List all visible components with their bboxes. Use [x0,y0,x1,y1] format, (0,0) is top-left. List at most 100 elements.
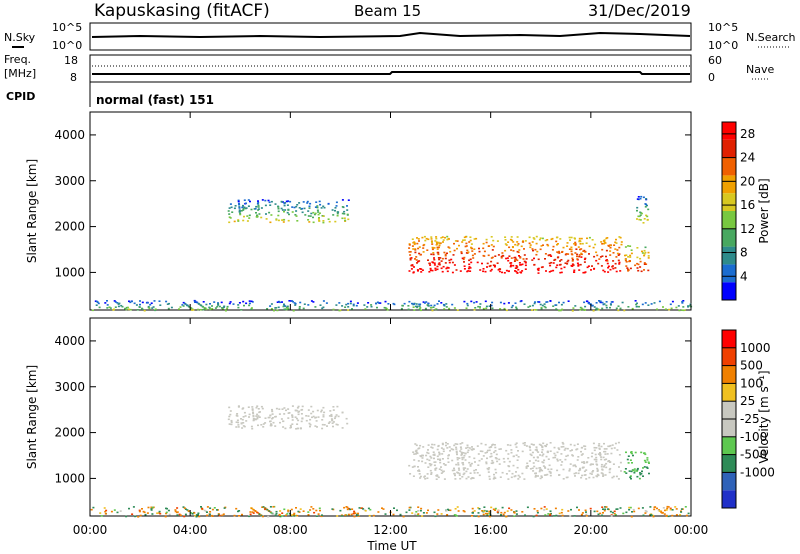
heatmap-cell [507,478,510,480]
heatmap-cell [600,456,603,458]
heatmap-cell [429,267,432,270]
heatmap-cell [537,460,540,462]
heatmap-cell [561,251,563,253]
heatmap-cell [362,508,365,510]
heatmap-cell [541,304,544,307]
heatmap-cell [535,235,538,238]
heatmap-cell [461,456,464,459]
heatmap-cell [524,268,527,270]
heatmap-cell [550,270,553,272]
x-tick-label: 08:00 [273,523,308,537]
heatmap-cell [635,305,638,308]
heatmap-cell [528,242,531,245]
heatmap-cell [295,215,298,217]
heatmap-cell [291,423,294,425]
heatmap-cell [309,423,312,426]
heatmap-cell [135,304,138,306]
colorbar-frame [721,121,737,301]
heatmap-cell [403,302,406,305]
heatmap-cell [627,462,630,464]
heatmap-cell [511,304,514,307]
heatmap-cell [534,449,537,451]
heatmap-cell [488,515,491,518]
heatmap-cell [306,200,309,203]
heatmap-cell [182,301,185,304]
heatmap-cell [469,472,472,474]
heatmap-cell [501,471,504,474]
heatmap-cell [516,241,519,243]
heatmap-cell [560,446,563,448]
heatmap-cell [595,259,598,262]
heatmap-cell [456,458,459,461]
heatmap-cell [242,209,245,211]
heatmap-cell [427,238,430,241]
heatmap-cell [592,309,595,312]
heatmap-cell [620,470,622,472]
heatmap-cell [440,267,443,270]
heatmap-cell [596,308,599,311]
heatmap-cell [448,307,451,310]
heatmap-cell [423,476,426,478]
heatmap-cell [607,508,609,510]
heatmap-cell [250,208,253,211]
heatmap-cell [625,261,628,263]
heatmap-cell [570,248,573,251]
heatmap-cell [412,248,415,250]
heatmap-cell [230,419,233,422]
heatmap-cell [429,464,432,467]
heatmap-cell [576,262,579,265]
heatmap-cell [98,306,101,309]
heatmap-cell [685,514,688,517]
heatmap-cell [235,414,238,417]
heatmap-cell [276,301,279,303]
heatmap-cell [422,512,425,514]
heatmap-cell [417,270,419,272]
heatmap-cell [434,515,437,518]
heatmap-cell [485,512,487,515]
heatmap-cell [590,473,593,475]
heatmap-cell [529,305,532,307]
colorbar-tick-label: 12 [740,222,755,236]
heatmap-cell [579,263,582,266]
heatmap-cell [328,220,331,223]
heatmap-cell [277,214,280,217]
heatmap-cell [521,270,524,272]
heatmap-cell [487,254,490,257]
x-tick-label: 12:00 [373,523,408,537]
heatmap-cell [312,211,315,214]
heatmap-cell [675,508,678,510]
heatmap-cell [617,305,620,307]
heatmap-cell [286,307,289,309]
heatmap-cell [559,238,562,240]
heatmap-cell [444,262,447,264]
heatmap-cell [248,300,251,302]
heatmap-cell [331,422,334,424]
heatmap-cell [418,240,420,242]
heatmap-cell [341,515,343,517]
heatmap-cell [497,269,500,271]
heatmap-cell [563,449,566,451]
heatmap-cell [289,427,292,429]
heatmap-cell [270,424,273,426]
heatmap-cell [584,445,587,448]
heatmap-cell [430,473,433,475]
heatmap-cell [477,453,480,455]
heatmap-cell [605,466,608,469]
heatmap-cell [437,241,440,244]
heatmap-cell [228,423,231,425]
heatmap-cell [334,415,337,418]
heatmap-cell [579,243,582,245]
heatmap-cell [538,301,541,303]
heatmap-cell [408,464,411,467]
heatmap-cell [139,303,141,306]
heatmap-cell [332,425,334,428]
heatmap-cell [539,248,542,251]
heatmap-cell [438,300,440,302]
heatmap-cell [626,458,629,461]
heatmap-cell [412,475,415,477]
heatmap-cell [494,450,497,452]
heatmap-cell [363,304,366,306]
heatmap-cell [414,453,417,455]
heatmap-cell [586,300,589,303]
heatmap-cell [516,259,519,262]
